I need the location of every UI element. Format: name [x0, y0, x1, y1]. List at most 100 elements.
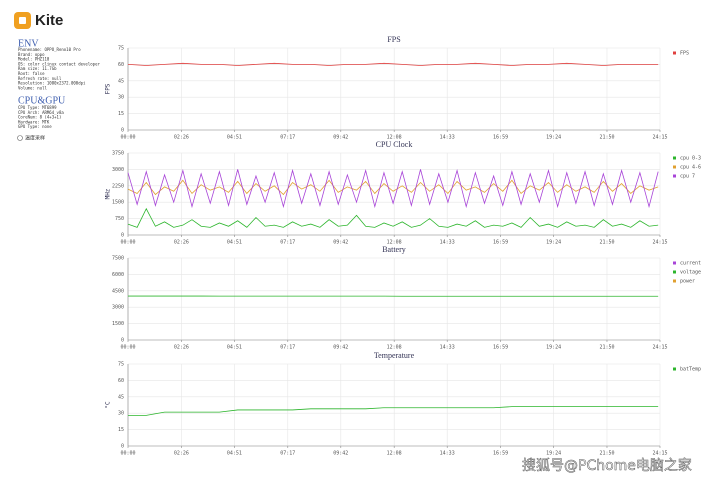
x-tick-label: 24:15 [652, 451, 667, 457]
y-tick-label: 0 [121, 128, 124, 134]
x-tick-label: 12:08 [387, 451, 402, 457]
y-tick-label: 0 [121, 338, 124, 344]
logo-text: Kite [35, 12, 63, 29]
y-tick-label: 45 [118, 78, 124, 84]
y-tick-label: 15 [118, 111, 124, 117]
y-tick-label: 1500 [112, 200, 124, 206]
legend-label: cpu 7 [680, 174, 695, 180]
y-tick-label: 75 [118, 362, 124, 368]
legend-label: cpu 0-3 [680, 156, 701, 162]
env-line: Root: false [18, 71, 45, 76]
x-tick-label: 16:59 [493, 451, 508, 457]
y-axis-label: °C [105, 401, 112, 409]
y-tick-label: 60 [118, 378, 124, 384]
x-tick-label: 19:24 [546, 345, 561, 351]
x-tick-label: 24:15 [652, 240, 667, 246]
env-line: Refresh rate: null [18, 76, 62, 81]
env-line: Model: PHZ110 [18, 57, 50, 62]
y-tick-label: 3000 [112, 305, 124, 311]
x-tick-label: 04:51 [227, 451, 242, 457]
x-tick-label: 00:00 [120, 451, 135, 457]
x-tick-label: 19:24 [546, 135, 561, 141]
legend-swatch [673, 270, 676, 274]
x-tick-label: 02:26 [174, 240, 189, 246]
x-tick-label: 24:15 [652, 345, 667, 351]
x-tick-label: 19:24 [546, 240, 561, 246]
legend-swatch [673, 51, 676, 55]
x-tick-label: 04:51 [227, 135, 242, 141]
x-tick-label: 24:15 [652, 135, 667, 141]
x-tick-label: 00:00 [120, 135, 135, 141]
y-tick-label: 0 [121, 444, 124, 450]
y-tick-label: 2250 [112, 183, 124, 189]
x-tick-label: 21:50 [599, 345, 614, 351]
x-tick-label: 00:00 [120, 240, 135, 246]
x-tick-label: 16:59 [493, 345, 508, 351]
y-tick-label: 30 [118, 95, 124, 101]
cpu-line: CoreNum: 8 (4+3+1) [18, 115, 61, 120]
x-tick-label: 09:42 [333, 451, 348, 457]
x-tick-label: 07:17 [280, 451, 295, 457]
cpu-title: CPU&GPU [18, 95, 66, 106]
env-line: Ram size: 11.7Gb [18, 66, 57, 71]
x-tick-label: 14:33 [440, 345, 455, 351]
cpu-line: CPU Arch: ARM64_v8a [18, 110, 64, 115]
chart-title: Battery [382, 245, 406, 254]
checkbox[interactable] [17, 135, 23, 141]
x-tick-label: 14:33 [440, 240, 455, 246]
x-tick-label: 09:42 [333, 135, 348, 141]
series-line [127, 62, 659, 66]
x-tick-label: 04:51 [227, 240, 242, 246]
x-tick-label: 07:17 [280, 345, 295, 351]
chart-title: CPU Clock [376, 140, 413, 149]
env-line: Brand: oppo [18, 52, 45, 57]
y-axis-label: MHz [105, 188, 112, 199]
checkbox-label[interactable]: 温度采样 [25, 135, 45, 142]
y-axis-label: FPS [105, 83, 112, 94]
env-title: ENV [18, 38, 39, 49]
x-tick-label: 16:59 [493, 240, 508, 246]
legend-label: batTemp [680, 367, 701, 373]
x-tick-label: 00:00 [120, 345, 135, 351]
y-tick-label: 60 [118, 62, 124, 68]
series-line [127, 207, 659, 228]
y-tick-label: 6000 [112, 272, 124, 278]
x-tick-label: 12:08 [387, 135, 402, 141]
legend-label: voltage [680, 270, 701, 276]
x-tick-label: 09:42 [333, 345, 348, 351]
y-tick-label: 1500 [112, 321, 124, 327]
x-tick-label: 07:17 [280, 135, 295, 141]
x-tick-label: 02:26 [174, 451, 189, 457]
x-tick-label: 19:24 [546, 451, 561, 457]
x-tick-label: 21:50 [599, 135, 614, 141]
y-tick-label: 3750 [112, 151, 124, 157]
legend-label: current [680, 261, 701, 267]
x-tick-label: 04:51 [227, 345, 242, 351]
env-line: Resolution: 1080x2372.000dpi [18, 81, 86, 86]
x-tick-label: 12:08 [387, 240, 402, 246]
x-tick-label: 12:08 [387, 345, 402, 351]
legend-label: FPS [680, 51, 689, 57]
legend-label: cpu 4-6 [680, 165, 701, 171]
legend-swatch [673, 261, 676, 265]
y-tick-label: 15 [118, 427, 124, 433]
env-line: OS: color clinux contact developer [18, 61, 100, 66]
y-tick-label: 75 [118, 46, 124, 52]
cpu-line: Hardware: MTK [18, 119, 50, 124]
y-tick-label: 7500 [112, 256, 124, 262]
x-tick-label: 14:33 [440, 135, 455, 141]
logo-icon-inner [19, 17, 26, 24]
chart-title: FPS [387, 35, 400, 44]
env-line: Volume: null [18, 85, 47, 90]
legend-label: power [680, 279, 695, 285]
x-tick-label: 02:26 [174, 345, 189, 351]
env-line: Phonename: OPPO_Reno10 Pro [18, 47, 81, 52]
chart-title: Temperature [374, 351, 415, 360]
y-tick-label: 30 [118, 411, 124, 417]
legend-swatch [673, 156, 676, 160]
legend-swatch [673, 279, 676, 283]
series-line [127, 168, 659, 209]
cpu-line: CPU Type: MT6899 [18, 105, 57, 110]
